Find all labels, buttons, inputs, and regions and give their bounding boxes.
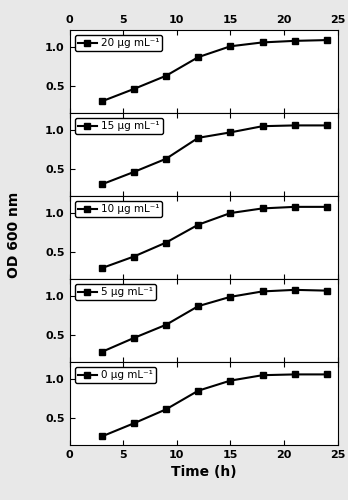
Text: OD 600 nm: OD 600 nm [7,192,21,278]
Legend: 10 μg mL⁻¹: 10 μg mL⁻¹ [75,201,163,218]
Legend: 20 μg mL⁻¹: 20 μg mL⁻¹ [75,35,163,51]
Legend: 5 μg mL⁻¹: 5 μg mL⁻¹ [75,284,156,300]
X-axis label: Time (h): Time (h) [171,466,236,479]
Legend: 15 μg mL⁻¹: 15 μg mL⁻¹ [75,118,163,134]
Legend: 0 μg mL⁻¹: 0 μg mL⁻¹ [75,367,156,384]
